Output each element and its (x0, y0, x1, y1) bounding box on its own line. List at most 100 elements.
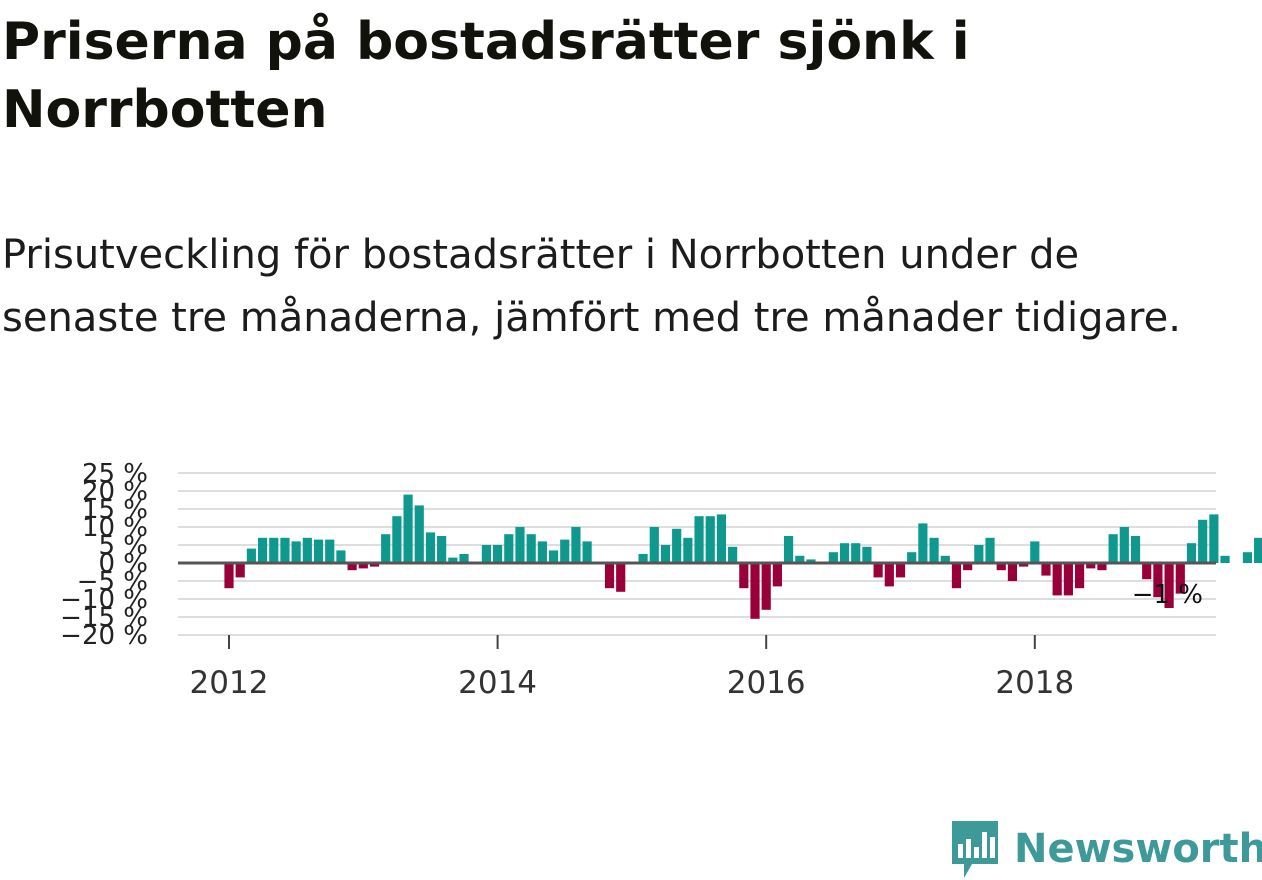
bar (1052, 563, 1062, 596)
bar (1254, 537, 1262, 563)
bar (1175, 563, 1185, 594)
x-tick-label: 2012 (190, 665, 269, 701)
bar (392, 516, 402, 563)
bar (750, 563, 760, 619)
axes: −20 %−15 %−10 %−5 %0 %5 %10 %15 %20 %25 … (60, 459, 1216, 701)
bar (425, 532, 436, 563)
bar (582, 541, 592, 563)
y-tick-label: 20 % (82, 477, 148, 507)
bar (257, 537, 268, 563)
bar (481, 545, 491, 563)
bar (739, 563, 749, 589)
y-tick-label: −10 % (60, 585, 148, 615)
bar (1153, 563, 1163, 598)
y-tick-label: 25 % (82, 459, 148, 489)
bar (985, 537, 995, 563)
bar (504, 534, 514, 563)
bar (761, 563, 771, 610)
y-tick-label: 5 % (98, 531, 148, 561)
bar (336, 550, 346, 563)
x-tick-label: 2014 (458, 665, 537, 701)
bar (974, 545, 984, 563)
bar (1108, 534, 1118, 563)
bar (571, 527, 581, 563)
bar (795, 555, 805, 563)
price-change-chart: −20 %−15 %−10 %−5 %0 %5 %10 %15 %20 %25 … (60, 459, 1262, 701)
bar (806, 559, 816, 563)
bar (649, 527, 659, 563)
x-tick-label: 2016 (727, 665, 806, 701)
bar (313, 539, 324, 563)
bar (302, 537, 312, 563)
bar (1164, 563, 1174, 608)
latest-value-annotation: −1 % (1132, 580, 1203, 610)
bar (560, 539, 570, 563)
bar (291, 541, 301, 563)
bar (1220, 555, 1230, 563)
bar (1074, 563, 1085, 589)
newsworthy-logo-icon (952, 821, 998, 878)
y-tick-label: −5 % (77, 567, 148, 597)
bar (929, 537, 939, 563)
bar (381, 534, 391, 563)
bar (1186, 543, 1197, 563)
bar (1063, 563, 1073, 596)
bar (280, 537, 290, 563)
bar (638, 554, 648, 563)
chart-subtitle: Prisutveckling för bostadsrätter i Norrb… (2, 232, 1181, 341)
bars (224, 494, 1262, 619)
bar (537, 541, 547, 563)
bar (672, 528, 682, 563)
bar (851, 543, 861, 563)
bar (616, 563, 626, 592)
bar (403, 494, 413, 563)
bar (772, 563, 782, 587)
x-tick-label: 2018 (995, 665, 1074, 701)
bar (1209, 514, 1219, 563)
bar (783, 536, 794, 563)
bar (493, 545, 503, 563)
bar (369, 563, 380, 567)
bar (862, 546, 872, 563)
bar (683, 537, 693, 563)
bar (884, 563, 894, 587)
bar (1019, 563, 1029, 567)
bar (235, 563, 245, 578)
bar (515, 527, 525, 563)
bar (828, 552, 838, 563)
chart-title: Priserna på bostadsrätter sjönk i Norrbo… (2, 12, 970, 140)
bar (1198, 519, 1208, 563)
bar (526, 534, 536, 563)
bar (1097, 563, 1107, 571)
y-tick-label: 10 % (82, 513, 148, 543)
bar (694, 516, 704, 563)
bar (269, 537, 279, 563)
bar (459, 554, 469, 563)
bar (716, 514, 727, 563)
bar (918, 523, 928, 563)
bar (1242, 552, 1253, 563)
bar (705, 516, 715, 563)
bar (1007, 563, 1018, 581)
bar (414, 505, 424, 563)
bar (996, 563, 1006, 571)
bar (1030, 541, 1040, 563)
bar (940, 555, 950, 563)
bar (347, 563, 357, 571)
newsworthy-logo-text: Newsworthy (1014, 826, 1262, 872)
bar (895, 563, 906, 578)
y-tick-label: 0 % (98, 549, 148, 579)
bar (728, 546, 738, 563)
bar (963, 563, 973, 571)
y-tick-label: 15 % (82, 495, 148, 525)
bar (1142, 563, 1152, 580)
y-tick-label: −15 % (60, 603, 148, 633)
bar (548, 550, 559, 563)
bar (951, 563, 962, 589)
bar (604, 563, 615, 589)
y-tick-label: −20 % (60, 621, 148, 651)
bar (1119, 527, 1129, 563)
bar (839, 543, 850, 563)
bar (1041, 563, 1051, 576)
bar (873, 563, 883, 578)
